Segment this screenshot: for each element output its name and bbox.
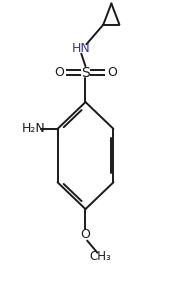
Text: H₂N: H₂N bbox=[22, 122, 46, 135]
Text: O: O bbox=[54, 66, 64, 79]
Text: CH₃: CH₃ bbox=[89, 250, 111, 263]
Text: HN: HN bbox=[72, 42, 91, 55]
Text: O: O bbox=[81, 228, 90, 241]
Text: S: S bbox=[81, 65, 90, 80]
Text: O: O bbox=[107, 66, 117, 79]
